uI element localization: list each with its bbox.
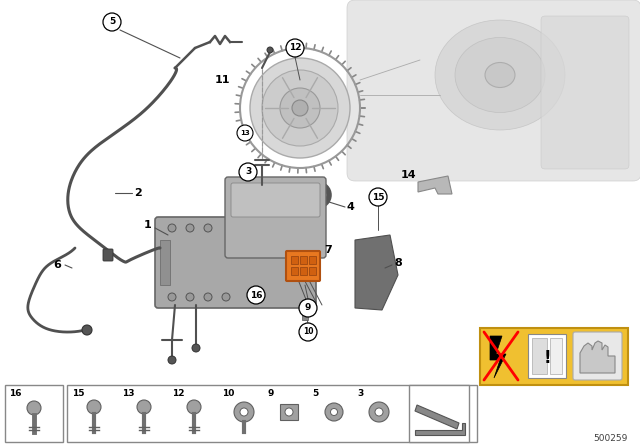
Circle shape: [186, 293, 194, 301]
Bar: [309, 267, 316, 275]
Circle shape: [330, 409, 337, 415]
Circle shape: [292, 100, 308, 116]
Text: !: !: [543, 349, 551, 367]
FancyBboxPatch shape: [103, 249, 113, 261]
Bar: [291, 256, 298, 264]
Bar: [528, 334, 566, 378]
Text: 5: 5: [109, 17, 115, 26]
Circle shape: [204, 224, 212, 232]
Ellipse shape: [455, 38, 545, 112]
Circle shape: [204, 293, 212, 301]
Ellipse shape: [435, 20, 565, 130]
Text: 8: 8: [394, 258, 402, 268]
Text: 500259: 500259: [594, 434, 628, 443]
Circle shape: [168, 356, 176, 364]
Bar: [300, 256, 307, 264]
FancyBboxPatch shape: [286, 251, 320, 281]
Polygon shape: [415, 423, 465, 435]
Circle shape: [187, 400, 201, 414]
Bar: [5, 385, 63, 442]
Text: 3: 3: [245, 168, 251, 177]
Circle shape: [369, 402, 389, 422]
Circle shape: [237, 125, 253, 141]
Circle shape: [300, 303, 310, 313]
Text: 10: 10: [303, 327, 313, 336]
Circle shape: [27, 401, 41, 415]
Text: 15: 15: [372, 193, 384, 202]
Text: 5: 5: [312, 389, 318, 398]
Bar: [300, 267, 307, 275]
Text: 16: 16: [9, 389, 22, 398]
Circle shape: [247, 286, 265, 304]
Text: 12: 12: [172, 389, 184, 398]
Circle shape: [240, 408, 248, 416]
Circle shape: [82, 325, 92, 335]
Polygon shape: [580, 341, 615, 373]
Bar: [409, 385, 469, 442]
FancyBboxPatch shape: [155, 217, 316, 308]
Text: 16: 16: [250, 290, 262, 300]
Circle shape: [186, 224, 194, 232]
Circle shape: [285, 408, 293, 416]
Circle shape: [192, 344, 200, 352]
Circle shape: [262, 70, 338, 146]
FancyBboxPatch shape: [573, 332, 622, 380]
Text: 14: 14: [400, 170, 416, 180]
Bar: [280, 404, 298, 420]
Text: 7: 7: [324, 245, 332, 255]
Circle shape: [222, 293, 230, 301]
FancyBboxPatch shape: [347, 0, 640, 181]
Circle shape: [267, 47, 273, 53]
Polygon shape: [490, 336, 506, 378]
Text: 15: 15: [72, 389, 84, 398]
Circle shape: [234, 402, 254, 422]
Circle shape: [299, 299, 317, 317]
Circle shape: [299, 323, 317, 341]
Polygon shape: [418, 176, 452, 194]
FancyBboxPatch shape: [225, 177, 326, 258]
Text: 10: 10: [222, 389, 234, 398]
FancyBboxPatch shape: [231, 183, 320, 217]
FancyBboxPatch shape: [541, 16, 629, 169]
Text: 2: 2: [134, 188, 142, 198]
Bar: [550, 338, 562, 374]
Text: 12: 12: [289, 43, 301, 52]
Text: 11: 11: [214, 75, 230, 85]
Circle shape: [87, 400, 101, 414]
Bar: [532, 338, 547, 374]
Circle shape: [375, 408, 383, 416]
Text: 9: 9: [305, 303, 311, 313]
Circle shape: [250, 58, 350, 158]
Text: 13: 13: [122, 389, 134, 398]
Text: 6: 6: [53, 260, 61, 270]
Circle shape: [325, 403, 343, 421]
Bar: [480, 328, 628, 385]
Text: 3: 3: [357, 389, 364, 398]
Bar: [160, 240, 170, 285]
Polygon shape: [355, 235, 398, 310]
Ellipse shape: [485, 63, 515, 87]
Bar: [309, 256, 316, 264]
Text: 9: 9: [267, 389, 273, 398]
Circle shape: [286, 39, 304, 57]
Text: 13: 13: [240, 130, 250, 136]
Circle shape: [137, 400, 151, 414]
Text: 4: 4: [346, 202, 354, 212]
Text: 1: 1: [144, 220, 152, 230]
Circle shape: [280, 88, 320, 128]
Circle shape: [103, 13, 121, 31]
Circle shape: [369, 188, 387, 206]
Bar: [67, 385, 477, 442]
Bar: [291, 267, 298, 275]
Circle shape: [239, 163, 257, 181]
Polygon shape: [415, 405, 459, 429]
Circle shape: [168, 224, 176, 232]
Bar: [302, 308, 308, 320]
Circle shape: [168, 293, 176, 301]
